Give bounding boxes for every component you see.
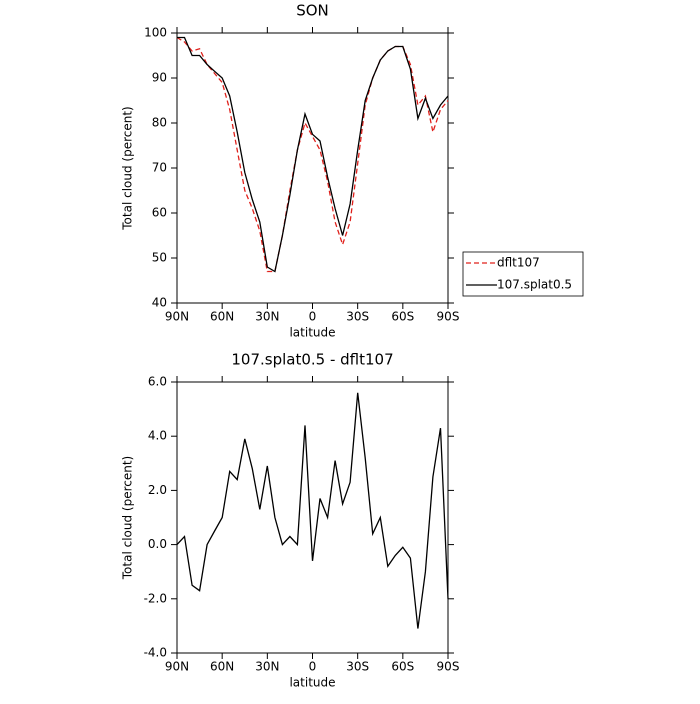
y-tick-label: 100 <box>144 26 167 40</box>
x-tick-label: 60N <box>210 660 234 674</box>
data-line <box>176 36 449 273</box>
legend-label: dflt107 <box>497 256 540 270</box>
data-line <box>177 36 449 273</box>
x-tick-label: 60S <box>391 310 414 324</box>
y-axis-label: Total cloud (percent) <box>121 106 135 230</box>
x-tick-label: 60S <box>391 660 414 674</box>
y-tick-label: -4.0 <box>144 646 167 660</box>
x-tick-label: 90N <box>165 310 189 324</box>
y-tick-label: 6.0 <box>148 375 167 389</box>
chart-title: 107.splat0.5 - dflt107 <box>231 351 393 369</box>
x-tick-label: 90S <box>437 660 460 674</box>
y-tick-label: 80 <box>152 116 167 130</box>
y-tick-label: 90 <box>152 71 167 85</box>
chart-title: SON <box>296 2 329 20</box>
y-tick-label: 50 <box>152 251 167 265</box>
x-tick-label: 0 <box>309 660 317 674</box>
y-tick-label: 4.0 <box>148 429 167 443</box>
y-tick-label: -2.0 <box>144 591 167 605</box>
x-axis-label: latitude <box>289 676 335 690</box>
x-tick-label: 90S <box>437 310 460 324</box>
x-tick-label: 30N <box>255 660 279 674</box>
x-tick-label: 0 <box>309 310 317 324</box>
y-tick-label: 60 <box>152 206 167 220</box>
y-tick-label: 40 <box>152 296 167 310</box>
x-tick-label: 30S <box>346 310 369 324</box>
y-tick-label: 70 <box>152 161 167 175</box>
x-tick-label: 30S <box>346 660 369 674</box>
legend-label: 107.splat0.5 <box>497 278 572 292</box>
y-tick-label: 2.0 <box>148 483 167 497</box>
x-tick-label: 60N <box>210 310 234 324</box>
x-tick-label: 90N <box>165 660 189 674</box>
plot-frame <box>176 381 449 654</box>
data-line <box>176 392 449 629</box>
x-tick-label: 30N <box>255 310 279 324</box>
y-axis-label: Total cloud (percent) <box>121 456 135 580</box>
y-tick-label: 0.0 <box>148 537 167 551</box>
x-axis-label: latitude <box>289 326 335 340</box>
legend-box <box>462 251 584 297</box>
